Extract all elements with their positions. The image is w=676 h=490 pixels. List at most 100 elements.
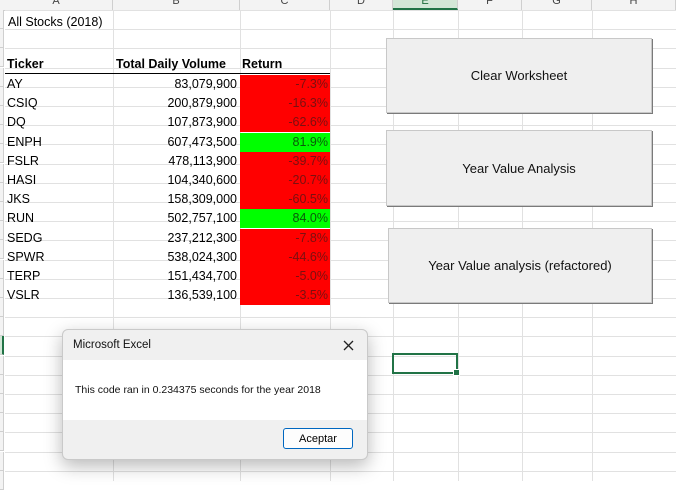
return-cell[interactable]: -7.3% [240,75,330,94]
grid-hline [5,68,676,69]
column-header-e[interactable]: E [393,0,458,10]
grid-hline [5,298,676,299]
column-header-h[interactable]: H [592,0,676,10]
grid-hline [5,317,676,318]
ticker-cell[interactable]: JKS [7,192,30,206]
ok-button[interactable]: Aceptar [283,428,353,449]
year-value-analysis-button[interactable]: Year Value Analysis [386,130,652,206]
ticker-cell[interactable]: HASI [7,173,37,187]
volume-cell[interactable]: 151,434,700 [167,269,237,283]
grid-vline [113,10,114,481]
row-header[interactable] [0,10,4,29]
close-icon[interactable] [337,334,359,356]
sheet-title-cell[interactable]: All Stocks (2018) [8,15,103,29]
return-cell[interactable]: -3.5% [240,286,330,305]
row-header[interactable] [0,68,4,87]
grid-hline [5,125,676,126]
column-header-g[interactable]: G [522,0,592,10]
ticker-cell[interactable]: TERP [7,269,41,283]
return-cell[interactable]: -16.3% [240,94,330,113]
ticker-cell[interactable]: ENPH [7,135,42,149]
row-header[interactable] [0,221,4,240]
return-header[interactable]: Return [240,55,330,74]
volume-cell[interactable]: 158,309,000 [167,192,237,206]
return-cell[interactable]: -39.7% [240,152,330,171]
column-header-a[interactable]: A [0,0,113,10]
row-header[interactable] [0,317,4,336]
row-header[interactable] [0,87,4,106]
row-header[interactable] [0,106,4,125]
ticker-cell[interactable]: FSLR [7,154,39,168]
ticker-cell[interactable]: SPWR [7,250,45,264]
volume-cell[interactable]: 607,473,500 [167,135,237,149]
grid-hline [5,279,676,280]
ticker-cell[interactable]: VSLR [7,288,40,302]
grid-hline [5,471,676,472]
message-dialog: Microsoft Excel This code ran in 0.23437… [62,329,368,460]
row-header[interactable] [0,279,4,298]
return-cell[interactable]: -62.6% [240,113,330,132]
row-header[interactable] [0,48,4,67]
ticker-header[interactable]: Ticker [5,55,113,74]
grid-hline [5,10,676,11]
return-cell[interactable]: 84.0% [240,209,330,228]
row-header[interactable] [0,164,4,183]
dialog-message: This code ran in 0.234375 seconds for th… [75,384,321,396]
volume-cell[interactable]: 83,079,900 [174,77,237,91]
grid-hline [5,221,676,222]
return-cell[interactable]: -60.5% [240,190,330,209]
row-header[interactable] [0,452,4,471]
ticker-cell[interactable]: DQ [7,115,26,129]
ticker-cell[interactable]: SEDG [7,231,43,245]
row-header[interactable] [0,144,4,163]
row-header[interactable] [0,202,4,221]
volume-cell[interactable]: 478,113,900 [168,154,237,168]
grid-hline [5,183,676,184]
grid-vline [330,10,331,481]
return-cell[interactable]: -7.8% [240,229,330,248]
row-header[interactable] [0,29,4,48]
volume-header[interactable]: Total Daily Volume [113,55,240,74]
ticker-cell[interactable]: AY [7,77,23,91]
row-header[interactable] [0,356,4,375]
volume-cell[interactable]: 200,879,900 [167,96,237,110]
fill-handle[interactable] [453,369,460,376]
selected-cell[interactable] [392,353,460,376]
row-header[interactable] [0,375,4,394]
column-header-d[interactable]: D [330,0,393,10]
column-header-c[interactable]: C [240,0,330,10]
grid-hline [5,260,676,261]
grid-hline [5,48,676,49]
row-header[interactable] [0,336,4,355]
row-header[interactable] [0,260,4,279]
worksheet-grid[interactable]: All Stocks (2018) Ticker Total Daily Vol… [5,10,676,481]
column-header-b[interactable]: B [113,0,240,10]
row-header[interactable] [0,394,4,413]
grid-hline [5,202,676,203]
row-header[interactable] [0,432,4,451]
grid-hline [5,144,676,145]
row-header[interactable] [0,413,4,432]
row-header-bar [0,10,5,490]
grid-hline [5,87,676,88]
volume-cell[interactable]: 502,757,100 [167,211,237,225]
dialog-body: This code ran in 0.234375 seconds for th… [63,360,367,420]
year-value-analysis-refactored-button[interactable]: Year Value analysis (refactored) [388,228,652,303]
volume-cell[interactable]: 107,873,900 [167,115,237,129]
column-header-f[interactable]: F [458,0,522,10]
ticker-cell[interactable]: RUN [7,211,35,225]
return-cell[interactable]: 81.9% [240,133,330,152]
row-header[interactable] [0,298,4,317]
volume-cell[interactable]: 237,212,300 [167,231,237,245]
row-header[interactable] [0,183,4,202]
volume-cell[interactable]: 538,024,300 [167,250,237,264]
volume-cell[interactable]: 104,340,600 [167,173,237,187]
row-header[interactable] [0,125,4,144]
volume-cell[interactable]: 136,539,100 [167,288,237,302]
return-cell[interactable]: -44.6% [240,248,330,267]
return-cell[interactable]: -5.0% [240,267,330,286]
row-header[interactable] [0,240,4,259]
ticker-cell[interactable]: CSIQ [7,96,38,110]
return-cell[interactable]: -20.7% [240,171,330,190]
clear-worksheet-button[interactable]: Clear Worksheet [386,38,652,113]
